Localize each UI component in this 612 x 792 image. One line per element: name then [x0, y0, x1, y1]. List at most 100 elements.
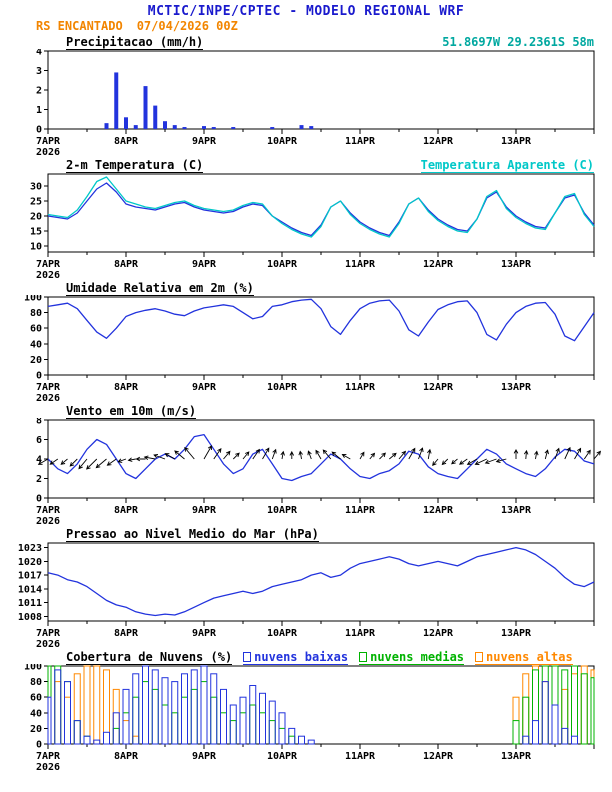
svg-text:2026: 2026 [36, 516, 60, 526]
svg-text:11APR: 11APR [345, 382, 376, 393]
svg-text:10APR: 10APR [267, 136, 298, 147]
svg-text:10APR: 10APR [267, 505, 298, 516]
svg-text:9APR: 9APR [192, 259, 217, 270]
header: MCTIC/INPE/CPTEC - MODELO REGIONAL WRF R… [0, 0, 612, 34]
green-square-icon [359, 652, 368, 662]
svg-text:15: 15 [30, 227, 42, 238]
svg-text:9APR: 9APR [192, 136, 217, 147]
wind-plot: 0 2 4 6 8 7APR 8APR 9APR 10APR 11APR 12APR 13APR 202… [36, 418, 602, 526]
svg-text:1014: 1014 [18, 584, 42, 595]
svg-text:2026: 2026 [36, 147, 60, 157]
legend-nuvens-altas: nuvens altas [475, 650, 573, 665]
svg-text:0: 0 [36, 740, 42, 751]
svg-text:7APR: 7APR [36, 259, 61, 270]
location-label: 51.8697W 29.2361S 58m [442, 35, 594, 49]
series-line-0 [47, 546, 595, 617]
svg-text:100: 100 [24, 295, 42, 304]
svg-text:13APR: 13APR [501, 382, 532, 393]
panel-wind: Vento em 10m (m/s) 0 2 4 6 8 7APR 8APR 9APR 10AP… [0, 404, 612, 526]
svg-text:12APR: 12APR [423, 751, 454, 762]
svg-text:12APR: 12APR [423, 628, 454, 639]
panel-title-humidity: Umidade Relativa em 2m (%) [66, 281, 254, 296]
legend-label-altas: nuvens altas [486, 650, 573, 664]
svg-text:40: 40 [30, 339, 42, 350]
svg-text:100: 100 [24, 664, 42, 673]
cloud-bars [47, 665, 578, 745]
series-line-0 [47, 182, 595, 237]
svg-text:7APR: 7APR [36, 382, 61, 393]
wind-header-row: Vento em 10m (m/s) [66, 404, 594, 419]
svg-text:13APR: 13APR [501, 136, 532, 147]
svg-text:2026: 2026 [36, 270, 60, 280]
svg-text:7APR: 7APR [36, 628, 61, 639]
svg-text:8APR: 8APR [114, 382, 139, 393]
panel-clouds: Cobertura de Nuvens (%) nuvens baixas nu… [0, 650, 612, 772]
svg-text:80: 80 [30, 677, 42, 688]
panel-title-wind: Vento em 10m (m/s) [66, 404, 197, 419]
svg-text:11APR: 11APR [345, 628, 376, 639]
orange-square-icon [475, 652, 484, 662]
legend-label-baixas: nuvens baixas [254, 650, 349, 664]
svg-text:13APR: 13APR [501, 505, 532, 516]
svg-text:1: 1 [36, 105, 42, 116]
legend-nuvens-baixas: nuvens baixas [243, 650, 349, 665]
temperature-header-row: 2-m Temperatura (C) Temperatura Aparente… [66, 158, 594, 173]
svg-text:40: 40 [30, 708, 42, 719]
panel-title-clouds: Cobertura de Nuvens (%) [66, 650, 233, 665]
svg-text:10APR: 10APR [267, 751, 298, 762]
series-line-1 [47, 176, 595, 238]
series-line-0 [47, 298, 595, 342]
meteogram-page: MCTIC/INPE/CPTEC - MODELO REGIONAL WRF R… [0, 0, 612, 772]
svg-text:20: 20 [30, 212, 42, 223]
temperature-plot: 10 15 20 25 30 7APR 8APR 9APR 10APR 11APR 12APR 13A… [30, 173, 595, 280]
legend-label-medias: nuvens medias [370, 650, 465, 664]
svg-text:20: 20 [30, 724, 42, 735]
svg-text:4: 4 [36, 49, 42, 58]
svg-text:10APR: 10APR [267, 382, 298, 393]
svg-text:2: 2 [36, 86, 42, 97]
station-name: RS ENCANTADO [36, 19, 123, 33]
svg-text:10APR: 10APR [267, 628, 298, 639]
cloud-bars [47, 665, 595, 745]
panel-pressure: Pressao ao Nivel Medio do Mar (hPa) 1008… [0, 527, 612, 649]
svg-text:12APR: 12APR [423, 505, 454, 516]
svg-text:13APR: 13APR [501, 628, 532, 639]
svg-text:13APR: 13APR [501, 751, 532, 762]
svg-text:2026: 2026 [36, 393, 60, 403]
svg-text:1008: 1008 [18, 612, 42, 623]
wind-speed-line [47, 433, 595, 482]
svg-text:4: 4 [36, 455, 42, 466]
svg-text:1011: 1011 [18, 598, 42, 609]
svg-text:8APR: 8APR [114, 751, 139, 762]
svg-text:11APR: 11APR [345, 136, 376, 147]
cloud-bars [47, 665, 595, 745]
blue-square-icon [243, 652, 252, 662]
svg-text:0: 0 [36, 494, 42, 505]
legend-nuvens-medias: nuvens medias [359, 650, 465, 665]
panel-temperature: 2-m Temperatura (C) Temperatura Aparente… [0, 158, 612, 280]
svg-text:30: 30 [30, 182, 42, 193]
precipitation-header-row: Precipitacao (mm/h) 51.8697W 29.2361S 58… [66, 35, 594, 50]
clouds-plot: 0 20 40 60 80 100 7APR 8APR 9APR 10APR 11APR 12APR 1… [24, 664, 595, 772]
panel-title-precipitation: Precipitacao (mm/h) [66, 35, 204, 50]
svg-text:7APR: 7APR [36, 136, 61, 147]
model-title: MCTIC/INPE/CPTEC - MODELO REGIONAL WRF [147, 4, 465, 19]
panel-title-pressure: Pressao ao Nivel Medio do Mar (hPa) [66, 527, 319, 542]
pressure-header-row: Pressao ao Nivel Medio do Mar (hPa) [66, 527, 594, 542]
svg-text:1023: 1023 [18, 543, 42, 554]
svg-text:12APR: 12APR [423, 136, 454, 147]
svg-text:0: 0 [36, 371, 42, 382]
svg-text:60: 60 [30, 324, 42, 335]
svg-text:7APR: 7APR [36, 505, 61, 516]
svg-text:8APR: 8APR [114, 505, 139, 516]
svg-text:9APR: 9APR [192, 382, 217, 393]
precip-bars [104, 72, 314, 129]
run-info: RS ENCANTADO 07/04/2026 00Z [36, 19, 612, 34]
precipitation-plot: 0 1 2 3 4 7APR 8APR 9APR 10APR 11APR 12APR 13APR 202… [36, 49, 595, 157]
humidity-header-row: Umidade Relativa em 2m (%) [66, 281, 594, 296]
svg-text:25: 25 [30, 197, 42, 208]
svg-text:0: 0 [36, 125, 42, 136]
run-datetime: 07/04/2026 00Z [136, 19, 238, 33]
wind-arrows [37, 445, 602, 470]
svg-text:8APR: 8APR [114, 136, 139, 147]
